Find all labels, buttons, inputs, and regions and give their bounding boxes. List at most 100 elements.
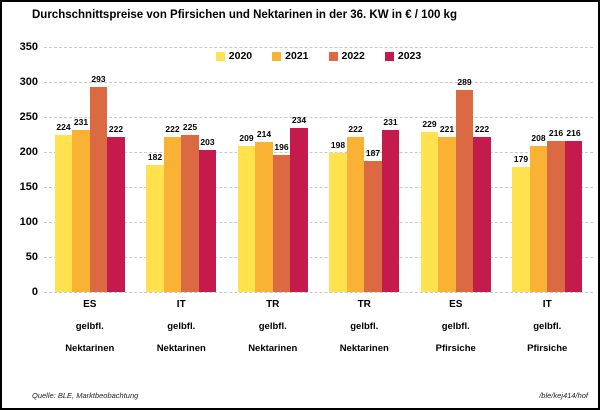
bar-IT-Pfirsiche-2023 bbox=[564, 140, 583, 292]
bar-slot-2022: 289 bbox=[455, 47, 474, 292]
x-label-IT-Nektarinen: IT gelbfl. Nektarinen bbox=[136, 299, 228, 354]
legend-swatch-2023 bbox=[384, 51, 394, 61]
bar-slot-2023: 216 bbox=[564, 47, 583, 292]
y-tick-label-250: 250 bbox=[19, 111, 38, 123]
legend-label-2020: 2020 bbox=[228, 50, 253, 62]
bar-ES-Pfirsiche-2021 bbox=[438, 137, 456, 292]
bar-value-label: 187 bbox=[365, 148, 381, 159]
bar-group-TR-Nektarinen: 198 222 187 231 bbox=[329, 47, 400, 292]
bar-TR-Nektarinen-2023 bbox=[290, 128, 308, 292]
legend-swatch-2022 bbox=[328, 51, 338, 61]
x-label-country: IT bbox=[176, 299, 186, 310]
chart-title: Durchschnittspreise von Pfirsichen und N… bbox=[32, 9, 457, 21]
bar-value-label: 208 bbox=[531, 133, 546, 144]
gridline-100 bbox=[44, 222, 593, 223]
bar-group-IT-Nektarinen: 182 222 225 203 bbox=[146, 47, 217, 292]
x-label-ES-Pfirsiche: ES gelbfl. Pfirsiche bbox=[410, 299, 502, 354]
bar-value-label: 231 bbox=[383, 117, 398, 128]
x-label-product: Nektarinen bbox=[339, 343, 389, 354]
bar-ES-Nektarinen-2023 bbox=[107, 136, 125, 292]
bar-group-ES-Nektarinen: 224 231 293 222 bbox=[54, 47, 125, 292]
bar-TR-Nektarinen-2022 bbox=[272, 154, 291, 292]
bar-value-label: 179 bbox=[513, 153, 529, 164]
bar-TR-Nektarinen-2021 bbox=[346, 136, 365, 292]
gridline-350 bbox=[44, 47, 593, 48]
x-label-flesh: gelbfl. bbox=[258, 321, 287, 332]
x-label-flesh: gelbfl. bbox=[167, 321, 196, 332]
y-tick-label-350: 350 bbox=[19, 41, 38, 53]
y-tick-label-200: 200 bbox=[19, 146, 38, 158]
x-label-product: Nektarinen bbox=[248, 343, 298, 354]
bar-IT-Pfirsiche-2020 bbox=[512, 166, 530, 292]
bar-ES-Pfirsiche-2023 bbox=[473, 136, 491, 292]
bar-value-label: 231 bbox=[73, 117, 89, 128]
footer-code: /ble/kej414/hof bbox=[539, 391, 588, 400]
bar-TR-Nektarinen-2020 bbox=[237, 145, 256, 292]
bar-value-label: 225 bbox=[182, 121, 198, 132]
bar-slot-2020: 224 bbox=[54, 47, 73, 292]
x-label-country: ES bbox=[83, 299, 97, 310]
gridline-150 bbox=[44, 187, 593, 188]
bar-slot-2020: 209 bbox=[237, 47, 256, 292]
bar-slot-2022: 196 bbox=[272, 47, 291, 292]
y-tick-label-150: 150 bbox=[19, 181, 38, 193]
bar-group-ES-Pfirsiche: 229 221 289 222 bbox=[420, 47, 491, 292]
gridline-250 bbox=[44, 117, 593, 118]
bar-IT-Pfirsiche-2022 bbox=[547, 140, 565, 292]
bar-value-label: 222 bbox=[348, 123, 363, 134]
bar-slot-2023: 222 bbox=[473, 47, 491, 292]
bar-value-label: 198 bbox=[330, 140, 346, 151]
footer-source: Quelle: BLE, Marktbeobachtung bbox=[32, 391, 139, 400]
gridline-0 bbox=[44, 292, 593, 293]
bar-slot-2021: 208 bbox=[529, 47, 548, 292]
x-label-TR-Nektarinen: TR gelbfl. Nektarinen bbox=[319, 299, 411, 354]
x-label-flesh: gelbfl. bbox=[441, 321, 470, 332]
bar-value-label: 196 bbox=[274, 141, 289, 152]
gridline-50 bbox=[44, 257, 593, 258]
bar-ES-Nektarinen-2020 bbox=[54, 135, 73, 292]
x-label-country: IT bbox=[542, 299, 552, 310]
bar-slot-2023: 203 bbox=[198, 47, 217, 292]
legend-item-2022: 2022 bbox=[328, 50, 365, 62]
bar-value-label: 209 bbox=[239, 132, 254, 143]
gridline-300 bbox=[44, 82, 593, 83]
bar-group-IT-Pfirsiche: 179 208 216 216 bbox=[512, 47, 583, 292]
bar-TR-Nektarinen-2021 bbox=[255, 142, 273, 292]
x-label-country: TR bbox=[266, 299, 280, 310]
bar-groups: 224 231 293 222 182 222 225 203 209 214 196 234 198 2… bbox=[44, 47, 593, 292]
bar-value-label: 222 bbox=[108, 123, 124, 134]
bar-slot-2020: 198 bbox=[329, 47, 347, 292]
x-label-TR-Nektarinen: TR gelbfl. Nektarinen bbox=[227, 299, 319, 354]
bar-value-label: 289 bbox=[457, 76, 472, 87]
bar-ES-Nektarinen-2021 bbox=[72, 130, 90, 292]
bar-IT-Nektarinen-2022 bbox=[181, 134, 199, 292]
x-label-flesh: gelbfl. bbox=[533, 321, 562, 332]
bar-slot-2021: 231 bbox=[72, 47, 90, 292]
x-label-product: Nektarinen bbox=[156, 343, 206, 354]
bar-value-label: 234 bbox=[291, 115, 307, 126]
bar-value-label: 222 bbox=[165, 123, 180, 134]
bar-slot-2020: 182 bbox=[146, 47, 164, 292]
x-label-ES-Nektarinen: ES gelbfl. Nektarinen bbox=[44, 299, 136, 354]
bar-slot-2020: 229 bbox=[420, 47, 439, 292]
bar-value-label: 229 bbox=[422, 118, 437, 129]
y-tick-label-100: 100 bbox=[19, 216, 38, 228]
bar-IT-Nektarinen-2023 bbox=[198, 149, 217, 292]
y-tick-label-0: 0 bbox=[31, 286, 38, 298]
bar-value-label: 293 bbox=[91, 73, 106, 84]
bar-TR-Nektarinen-2022 bbox=[364, 161, 382, 292]
x-label-product: Pfirsiche bbox=[527, 343, 568, 354]
bar-slot-2021: 221 bbox=[438, 47, 456, 292]
bar-value-label: 216 bbox=[548, 127, 564, 138]
bar-value-label: 224 bbox=[56, 122, 71, 133]
bar-IT-Nektarinen-2020 bbox=[146, 164, 164, 292]
bar-value-label: 203 bbox=[200, 136, 215, 147]
bar-slot-2021: 222 bbox=[163, 47, 182, 292]
legend-item-2023: 2023 bbox=[384, 50, 421, 62]
bar-slot-2022: 293 bbox=[89, 47, 108, 292]
gridline-200 bbox=[44, 152, 593, 153]
legend-item-2021: 2021 bbox=[272, 50, 309, 62]
bar-slot-2023: 234 bbox=[290, 47, 308, 292]
bar-value-label: 214 bbox=[256, 129, 272, 140]
x-label-product: Pfirsiche bbox=[435, 343, 476, 354]
